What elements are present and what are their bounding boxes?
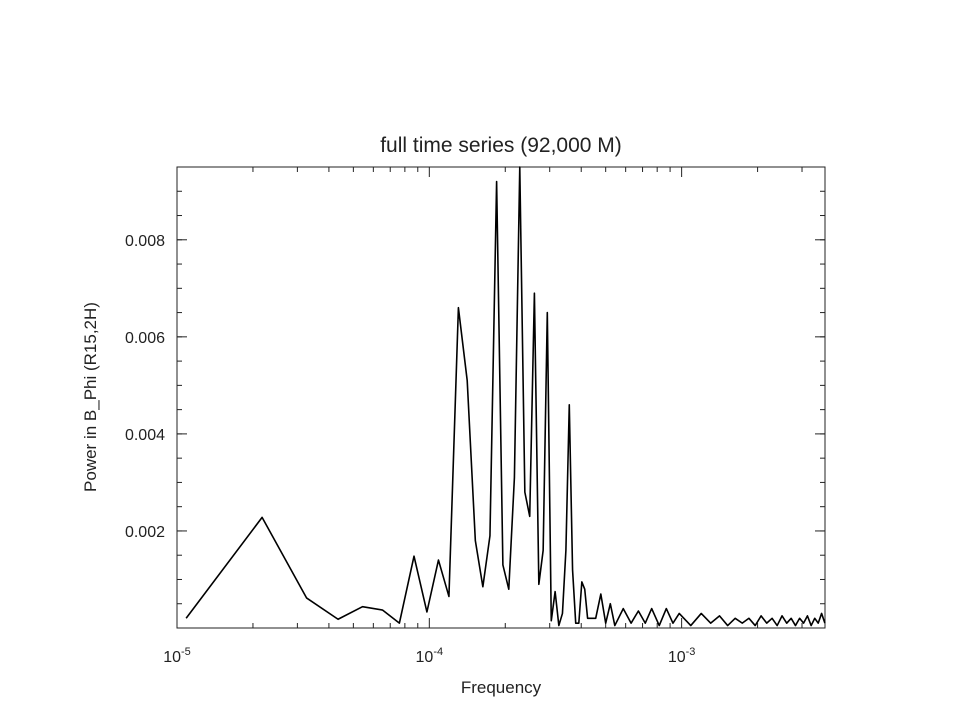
x-tick-exponent: -3 bbox=[686, 646, 696, 658]
x-tick-label: 10-4 bbox=[416, 646, 444, 666]
x-tick-label: 10-3 bbox=[668, 646, 696, 666]
y-tick-label: 0.006 bbox=[125, 330, 165, 347]
x-tick-exponent: -4 bbox=[433, 646, 443, 658]
x-tick-label: 10-5 bbox=[163, 646, 191, 666]
x-axis-label: Frequency bbox=[461, 678, 542, 697]
plot-frame bbox=[176, 166, 826, 629]
data-line bbox=[185, 166, 826, 627]
y-tick-label: 0.004 bbox=[125, 427, 165, 444]
x-tick-exponent: -5 bbox=[181, 646, 191, 658]
x-tick-base: 10 bbox=[668, 649, 686, 666]
y-tick-label: 0.002 bbox=[125, 524, 165, 541]
y-axis-label: Power in B_Phi (R15,2H) bbox=[81, 302, 100, 492]
chart-title: full time series (92,000 M) bbox=[380, 134, 622, 157]
y-tick-label: 0.008 bbox=[125, 233, 165, 250]
x-tick-base: 10 bbox=[163, 649, 181, 666]
x-tick-base: 10 bbox=[416, 649, 434, 666]
